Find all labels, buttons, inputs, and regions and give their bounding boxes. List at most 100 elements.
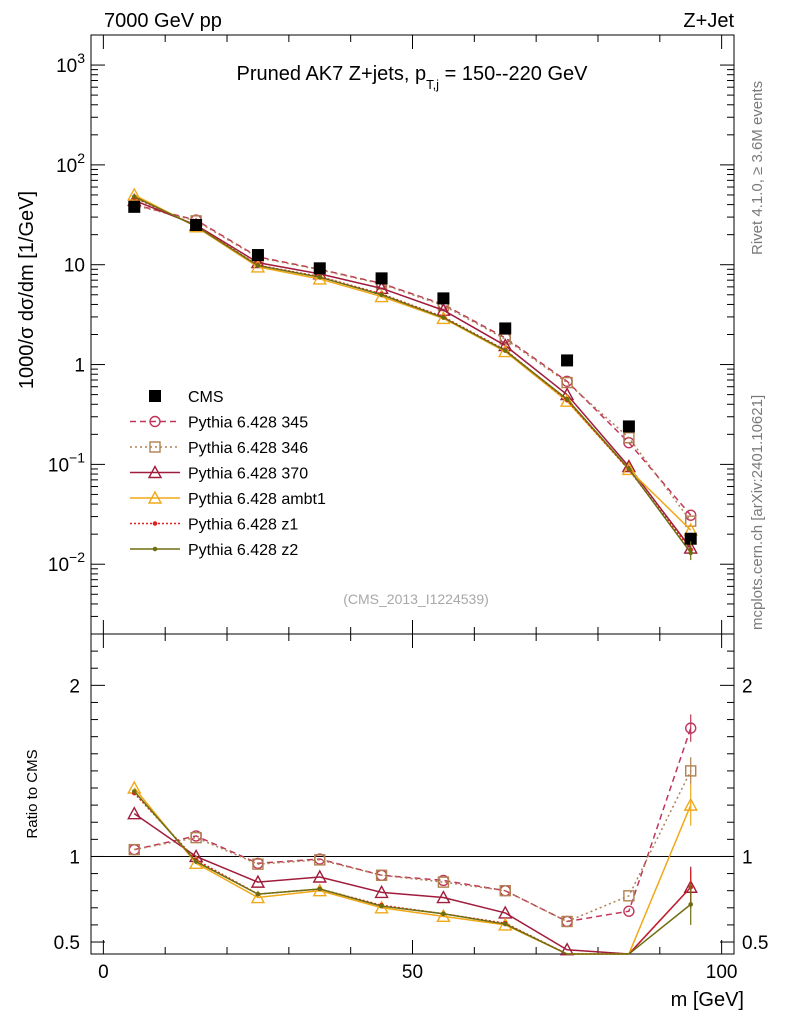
ratio-point bbox=[250, 874, 266, 888]
y-tick-label: 10 bbox=[64, 256, 85, 277]
data-point bbox=[621, 461, 637, 476]
x-tick-label: 100 bbox=[706, 962, 738, 983]
ratio-point bbox=[312, 869, 327, 883]
ratio-y-axis-label: Ratio to CMS bbox=[24, 749, 41, 838]
data-point bbox=[559, 393, 575, 407]
ratio-tick-label-right: 0.5 bbox=[742, 933, 768, 954]
data-point bbox=[441, 315, 446, 320]
ratio-line bbox=[133, 787, 692, 955]
ratio-point bbox=[437, 876, 450, 888]
cms-data-point bbox=[437, 292, 450, 305]
data-point bbox=[498, 344, 513, 358]
legend-swatch-marker bbox=[152, 546, 158, 552]
ratio-point bbox=[499, 884, 511, 897]
legend-label: Pythia 6.428 346 bbox=[188, 440, 308, 457]
ratio-point bbox=[623, 905, 635, 917]
legend-swatch-marker bbox=[152, 521, 158, 526]
plot-title: Pruned AK7 Z+jets, pT,j = 150--220 GeV bbox=[237, 63, 589, 92]
ratio-point bbox=[498, 917, 513, 931]
ratio-point bbox=[374, 900, 389, 914]
cms-data-point bbox=[684, 532, 697, 545]
ratio-tick-label: 2 bbox=[69, 676, 80, 697]
cms-data-point bbox=[375, 272, 388, 285]
legend-item-3: Pythia 6.428 370 bbox=[130, 465, 308, 483]
ratio-tick-label-right: 2 bbox=[742, 676, 753, 697]
legend-label: Pythia 6.428 z2 bbox=[188, 542, 298, 559]
ratio-series-2 bbox=[127, 806, 698, 956]
ratio-point bbox=[250, 890, 266, 904]
ratio-line bbox=[134, 727, 692, 923]
legend-swatch-marker bbox=[149, 441, 161, 453]
ratio-point bbox=[441, 911, 446, 917]
legend-item-5: Pythia 6.428 z1 bbox=[130, 517, 298, 534]
ratio-tick-label-right: 1 bbox=[742, 847, 753, 868]
y-tick-label: 10−1 bbox=[48, 449, 85, 476]
cms-data-point bbox=[190, 218, 203, 231]
energy-label: 7000 GeV pp bbox=[104, 10, 222, 32]
data-point bbox=[626, 466, 632, 472]
series-3 bbox=[127, 187, 698, 536]
ratio-point bbox=[317, 886, 323, 892]
y-tick-label: 103 bbox=[56, 50, 85, 77]
legend-label: CMS bbox=[188, 389, 224, 406]
ratio-point bbox=[127, 806, 142, 820]
analysis-id-label: (CMS_2013_I1224539) bbox=[343, 591, 489, 607]
mcplots-label: mcplots.cern.ch [arXiv:2401.10621] bbox=[749, 395, 766, 630]
ratio-line bbox=[134, 770, 692, 923]
ratio-point bbox=[252, 858, 264, 870]
data-point bbox=[379, 292, 384, 298]
ratio-point bbox=[131, 789, 137, 794]
cms-data-point bbox=[499, 322, 512, 335]
legend-swatch-marker bbox=[147, 465, 163, 479]
ratio-point bbox=[436, 890, 451, 904]
x-tick-label: 0 bbox=[98, 962, 109, 983]
legend-swatch-marker bbox=[149, 415, 161, 428]
ratio-tick-label: 1 bbox=[69, 847, 80, 868]
y-tick-label: 10−2 bbox=[48, 549, 85, 576]
legend-item-2: Pythia 6.428 346 bbox=[130, 440, 308, 457]
legend-item-6: Pythia 6.428 z2 bbox=[130, 542, 298, 559]
legend-label: Pythia 6.428 z1 bbox=[188, 517, 298, 534]
ratio-point bbox=[128, 843, 140, 856]
cms-data-point bbox=[622, 420, 635, 433]
cms-data-point bbox=[561, 354, 574, 367]
legend-label: Pythia 6.428 ambt1 bbox=[188, 491, 326, 508]
data-point bbox=[685, 509, 697, 521]
rivet-version-label: Rivet 4.1.0, ≥ 3.6M events bbox=[749, 81, 766, 255]
y-tick-label: 1 bbox=[74, 356, 85, 377]
ratio-point bbox=[374, 884, 389, 899]
data-point bbox=[623, 432, 635, 444]
ratio-series-3 bbox=[127, 780, 698, 955]
series-line bbox=[134, 199, 692, 549]
data-point bbox=[255, 263, 261, 268]
legend-label: Pythia 6.428 370 bbox=[188, 466, 308, 483]
ratio-point bbox=[502, 921, 508, 927]
ratio-point bbox=[379, 903, 384, 909]
data-point bbox=[127, 187, 142, 201]
legend-label: Pythia 6.428 345 bbox=[188, 415, 308, 432]
ratio-point bbox=[623, 890, 635, 902]
ratio-point bbox=[375, 869, 388, 881]
legend-item-0: CMS bbox=[149, 389, 224, 406]
data-point bbox=[685, 515, 697, 527]
ratio-line bbox=[133, 813, 692, 955]
cms-data-point bbox=[251, 249, 264, 262]
x-tick-label: 50 bbox=[402, 962, 423, 983]
ratio-point bbox=[561, 915, 573, 928]
plot-title-subscript: T,j bbox=[426, 77, 439, 92]
cms-data-series bbox=[128, 200, 697, 545]
ratio-point bbox=[314, 854, 326, 866]
cms-data-point bbox=[313, 262, 326, 275]
legend-swatch-marker bbox=[149, 390, 161, 402]
ratio-series-5 bbox=[131, 789, 694, 955]
ratio-point bbox=[190, 831, 202, 844]
ratio-series-1 bbox=[128, 765, 697, 928]
data-point bbox=[564, 396, 570, 402]
data-point bbox=[502, 348, 508, 353]
legend-item-1: Pythia 6.428 345 bbox=[130, 415, 308, 432]
series-line bbox=[133, 196, 692, 554]
series-line bbox=[134, 203, 692, 516]
cms-data-point bbox=[128, 200, 141, 213]
legend-item-4: Pythia 6.428 ambt1 bbox=[130, 490, 326, 508]
